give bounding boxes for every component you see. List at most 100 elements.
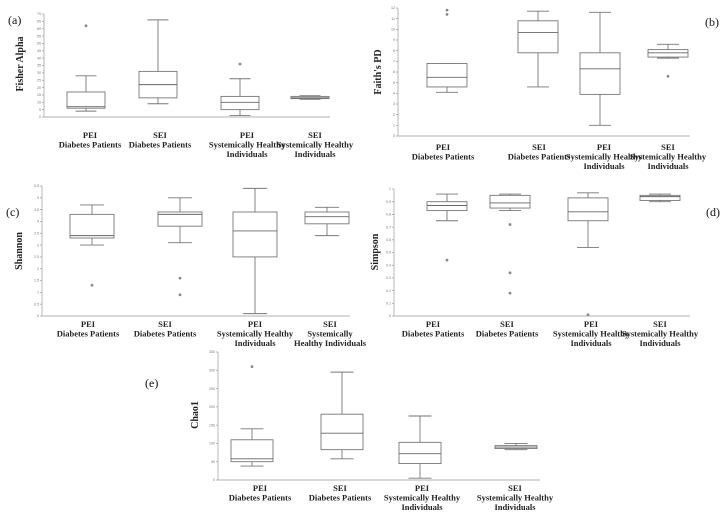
category-label-3: PEI Systemically Healthy Individuals: [217, 319, 294, 348]
category-label-line: SEI: [158, 319, 172, 329]
category-label-line: SEI: [153, 130, 167, 140]
category-label-line: Diabetes Patients: [134, 329, 197, 339]
box-group-2: [489, 193, 531, 295]
box-group-4: [290, 95, 330, 100]
category-label-line: Diabetes Patients: [59, 140, 122, 150]
panel-a-fisher-alpha: 0 5 10 15 20 25 30 35 40 45 50 55 60 65 70 Fisher Alpha…: [15, 12, 354, 159]
outlier-point: [508, 291, 512, 295]
iqr-box: [426, 63, 468, 88]
category-label-line: Systemically Healthy: [553, 329, 630, 339]
category-label-1: PEI Diabetes Patients: [59, 130, 122, 150]
y-tick-label: 10: [391, 28, 395, 32]
category-label-line: PEI: [426, 319, 441, 329]
box-group-3: [220, 62, 260, 116]
y-tick-label: 1: [37, 291, 39, 295]
outlier-point: [445, 13, 449, 16]
category-label-line: Systemically Healthy: [277, 140, 354, 150]
box-group-1: [230, 365, 274, 467]
iqr-box: [398, 441, 442, 464]
outlier-point: [586, 313, 590, 317]
category-label-line: Individuals: [494, 502, 536, 512]
category-label-line: Individuals: [226, 149, 268, 159]
y-tick-label: 350: [209, 350, 215, 354]
box-group-1: [426, 193, 468, 262]
y-tick-label: 0: [393, 134, 395, 138]
panel-label-e: (e): [145, 376, 158, 390]
iqr-box: [489, 194, 531, 209]
outlier-point: [666, 74, 670, 78]
category-label-line: Diabetes Patients: [476, 329, 539, 339]
category-label-line: Diabetes Patients: [229, 493, 292, 503]
iqr-box: [639, 194, 681, 201]
y-tick-label: 10: [37, 100, 41, 104]
y-tick-label: 2: [37, 267, 39, 271]
y-tick-label: 2.5: [34, 255, 39, 259]
category-label-2: SEI Diabetes Patients: [134, 319, 197, 339]
iqr-box: [220, 95, 260, 111]
y-tick-label: 4.5: [34, 208, 39, 212]
iqr-box: [426, 201, 468, 212]
category-label-4: SEI Systemically Healthy Individuals: [477, 483, 554, 512]
category-label-line: SEI: [508, 483, 522, 493]
category-label-1: PEI Diabetes Patients: [229, 483, 292, 503]
category-label-3: PEI Systemically Healthy Individuals: [209, 130, 286, 159]
outlier-point: [84, 24, 88, 28]
y-tick-label: 8: [393, 49, 395, 53]
y-tick-label: 25: [37, 78, 41, 82]
y-tick-label: 30: [37, 71, 41, 75]
y-tick-label: 3.5: [34, 231, 39, 235]
outlier-point: [238, 62, 242, 66]
box-group-2: [138, 19, 178, 105]
box-group-2: [320, 371, 364, 460]
category-label-line: Diabetes Patients: [309, 493, 372, 503]
category-label-2: SEI Diabetes Patients: [309, 483, 372, 503]
y-tick-label: 0: [389, 314, 391, 318]
y-tick-label: 0.5: [386, 251, 391, 255]
category-label-line: Systemically Healthy: [630, 152, 707, 162]
y-tick-label: 1: [393, 124, 395, 128]
category-label-line: SEI: [500, 319, 514, 329]
y-tick-label: 11: [391, 17, 395, 21]
y-axis-label: Faith's PD: [373, 49, 384, 94]
category-label-3: PEI Systemically Healthy Individuals: [553, 319, 630, 348]
category-label-line: Individuals: [647, 161, 689, 171]
y-tick-label: 4: [37, 220, 39, 224]
category-label-2: SEI Diabetes Patients: [129, 130, 192, 150]
y-tick-label: 35: [37, 64, 41, 68]
category-label-line: PEI: [248, 319, 263, 329]
y-tick-label: 0.5: [34, 302, 39, 306]
category-label-line: PEI: [597, 142, 612, 152]
box-group-3: [232, 187, 278, 315]
category-label-4: SEI Systemically Healthy Individuals: [277, 130, 354, 159]
y-tick-label: 12: [391, 6, 395, 10]
category-label-4: SEI Systemically Healthy Individuals: [294, 319, 367, 348]
category-label-line: SEI: [333, 483, 347, 493]
y-tick-label: 100: [209, 442, 215, 446]
y-tick-label: 0.3: [386, 276, 391, 280]
category-label-line: PEI: [584, 319, 599, 329]
iqr-box: [230, 439, 274, 463]
y-tick-label: 15: [37, 93, 41, 97]
category-label-3: PEI Systemically Healthy Individuals: [384, 483, 461, 512]
y-tick-label: 60: [37, 27, 41, 31]
category-label-3: PEI Systemically Healthy Individuals: [566, 142, 643, 171]
category-label-line: Individuals: [294, 149, 336, 159]
category-label-1: PEI Diabetes Patients: [412, 142, 475, 162]
category-label-line: SEI: [653, 319, 667, 329]
category-label-line: Systemically Healthy: [622, 329, 699, 339]
y-tick-label: 0: [39, 115, 41, 119]
y-tick-label: 4: [393, 92, 395, 96]
category-label-line: Systemically Healthy: [217, 329, 294, 339]
category-label-line: PEI: [415, 483, 430, 493]
y-tick-label: 0.2: [386, 289, 391, 293]
outlier-point: [178, 293, 182, 297]
category-label-line: Diabetes Patients: [57, 329, 120, 339]
panel-label-c: (c): [6, 205, 19, 219]
y-tick-label: 300: [209, 368, 215, 372]
iqr-box: [567, 197, 609, 222]
y-tick-label: 6: [393, 70, 395, 74]
category-label-line: PEI: [240, 130, 255, 140]
panel-label-a: (a): [8, 13, 21, 27]
y-tick-label: 50: [211, 460, 215, 464]
